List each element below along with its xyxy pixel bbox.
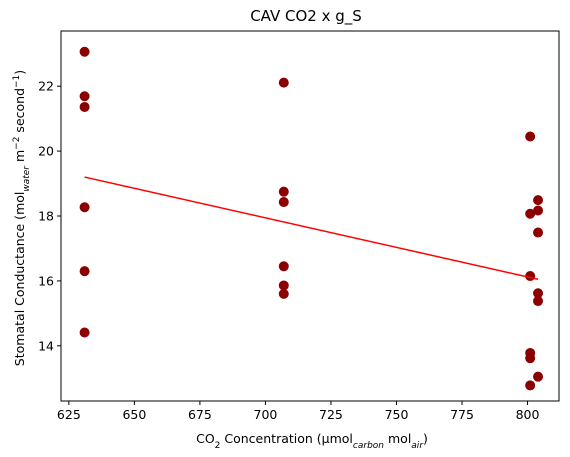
data-point-20: [533, 227, 544, 238]
x-tick-label-700: 700: [254, 407, 278, 422]
plot-frame: [60, 30, 560, 402]
data-point-12: [525, 131, 536, 142]
data-point-16: [525, 353, 536, 364]
y-axis-label-middle2: second: [12, 88, 27, 137]
x-axis-label: CO2 Concentration (μmolcarbon molair): [196, 431, 428, 451]
data-point-0: [79, 46, 90, 57]
data-point-7: [278, 186, 289, 197]
data-point-22: [533, 296, 544, 307]
data-point-5: [79, 327, 90, 338]
plot-layer: [79, 46, 544, 391]
data-point-6: [278, 77, 289, 88]
y-axis-label-prefix: Stomatal Conductance (mol: [12, 192, 27, 367]
y-tick-label-14: 14: [38, 338, 54, 353]
x-axis-label-suffix2: ): [423, 431, 428, 446]
y-tick-label-20: 20: [38, 144, 54, 159]
y-tick-label-16: 16: [38, 273, 54, 288]
data-point-17: [525, 380, 536, 391]
x-tick-label-625: 625: [57, 407, 81, 422]
data-point-3: [79, 202, 90, 213]
data-point-10: [278, 280, 289, 291]
y-tick-label-18: 18: [38, 209, 54, 224]
x-tick-label-725: 725: [319, 407, 343, 422]
x-tick-label-675: 675: [188, 407, 212, 422]
data-point-19: [533, 205, 544, 216]
data-point-8: [278, 197, 289, 208]
y-axis-label-sup-1: −2: [12, 137, 22, 150]
y-axis-label-sup-2: −1: [12, 75, 22, 88]
x-axis-label-sub-2: 2: [215, 441, 221, 451]
x-tick-label-800: 800: [516, 407, 540, 422]
x-axis-label-sub-carbon: carbon: [353, 441, 384, 451]
x-tick-label-775: 775: [450, 407, 474, 422]
data-point-4: [79, 266, 90, 277]
trend-line: [84, 176, 539, 281]
data-point-11: [278, 288, 289, 299]
data-point-1: [79, 91, 90, 102]
chart-title: CAV CO2 x g_S: [250, 7, 362, 26]
y-axis-label-sub-water: water: [22, 165, 32, 192]
data-point-2: [79, 101, 90, 112]
x-axis-label-middle: Concentration (μmol: [220, 431, 353, 446]
x-axis-label-prefix: CO: [196, 431, 215, 446]
x-tick-label-650: 650: [122, 407, 146, 422]
data-point-18: [533, 195, 544, 206]
data-point-9: [278, 261, 289, 272]
y-axis-label: Stomatal Conductance (molwater m−2 secon…: [12, 70, 32, 366]
data-point-23: [533, 371, 544, 382]
x-axis-label-suffix1: mol: [384, 431, 411, 446]
y-axis-label-middle: m: [12, 150, 27, 166]
y-tick-label-22: 22: [38, 79, 54, 94]
y-axis-label-suffix: ): [12, 70, 27, 75]
axes-layer: 625 650 675 700 725 750 775 800 14 16 18 20 22: [38, 30, 560, 422]
x-tick-label-750: 750: [385, 407, 409, 422]
x-axis-label-sub-air: air: [411, 441, 424, 451]
